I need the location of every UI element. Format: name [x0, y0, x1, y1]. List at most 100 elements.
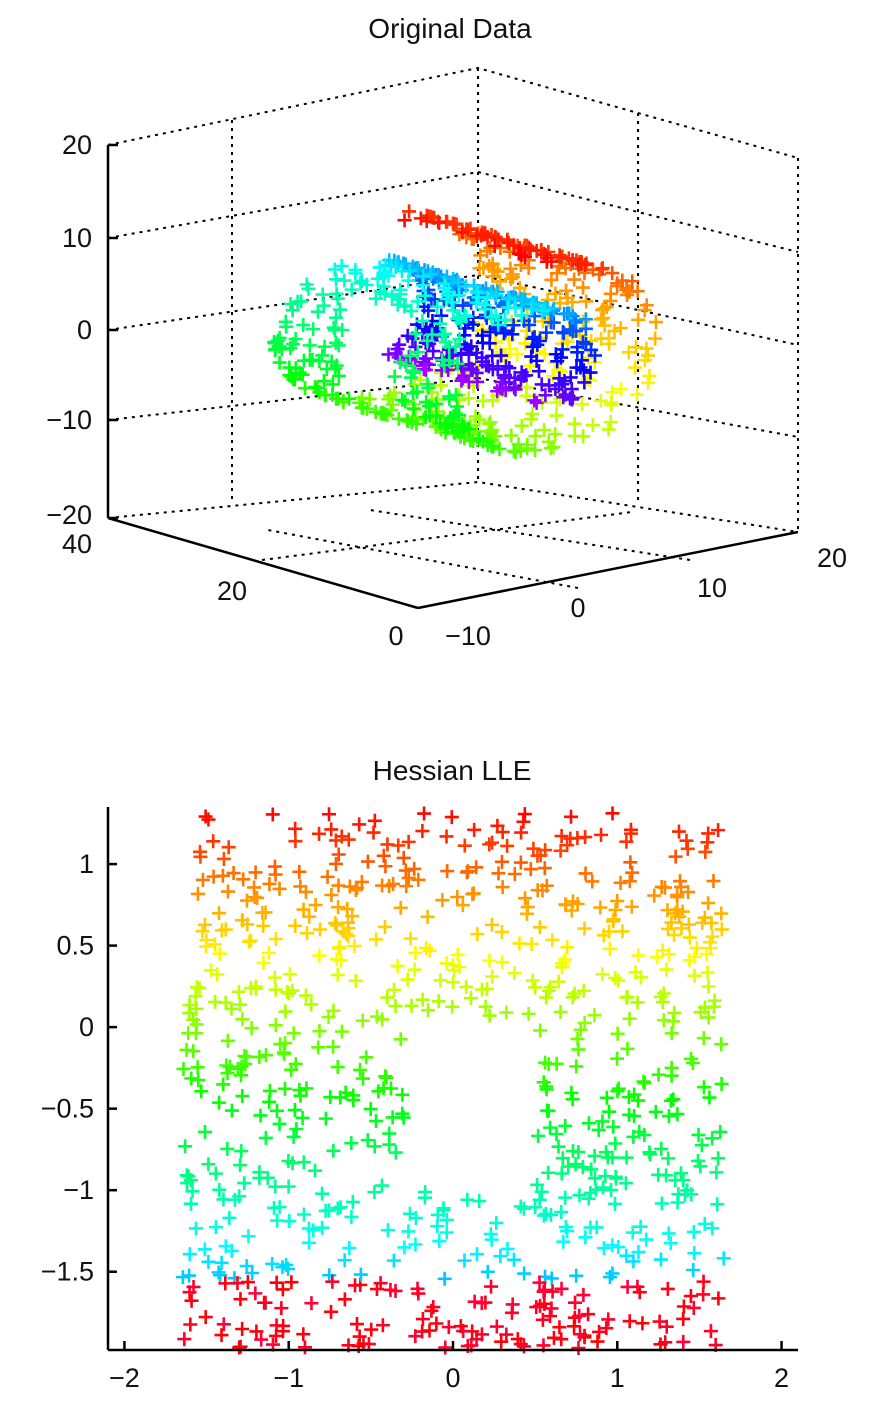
data-point [315, 1186, 330, 1201]
data-point [576, 280, 591, 295]
data-point [353, 1267, 368, 1282]
data-point [315, 348, 330, 363]
data-point [532, 333, 547, 348]
data-point [508, 382, 523, 397]
data-point [480, 230, 495, 245]
data-point [478, 302, 493, 317]
data-point [611, 1239, 626, 1254]
data-point [240, 917, 255, 932]
y-tick-label: 0 [388, 621, 403, 651]
data-point [318, 1203, 333, 1218]
data-point [422, 1323, 437, 1338]
data-point [577, 921, 592, 936]
data-point [398, 394, 413, 409]
data-point [514, 308, 529, 323]
data-point [434, 378, 449, 393]
data-point [197, 1242, 212, 1257]
data-point [438, 1340, 453, 1355]
data-point [347, 939, 362, 954]
data-point [388, 1145, 403, 1160]
x-tick-label: 0 [445, 1363, 460, 1393]
data-point [220, 1141, 235, 1156]
data-point [529, 1300, 544, 1315]
data-point [233, 997, 248, 1012]
data-point [333, 1200, 348, 1215]
data-point [421, 1003, 436, 1018]
data-point [485, 256, 500, 271]
data-point [278, 1004, 293, 1019]
data-point [608, 970, 623, 985]
data-point [348, 266, 363, 281]
data-point [659, 1319, 674, 1334]
data-point [433, 316, 448, 331]
data-point [528, 429, 543, 444]
data-point [493, 274, 508, 289]
data-point [384, 289, 399, 304]
data-point [258, 1130, 273, 1145]
data-point [410, 384, 425, 399]
data-point [533, 848, 548, 863]
data-point [587, 1148, 602, 1163]
data-point [460, 864, 475, 879]
data-point [283, 297, 298, 312]
data-point [430, 299, 445, 314]
data-point [377, 286, 392, 301]
data-point [539, 325, 554, 340]
data-point [560, 334, 575, 349]
data-point [335, 322, 350, 337]
y-tick-label: 1 [79, 849, 94, 879]
data-point [595, 967, 610, 982]
data-point [554, 364, 569, 379]
data-point [546, 1330, 561, 1345]
z-tick-label: 20 [62, 130, 92, 160]
data-point [341, 832, 356, 847]
data-point [514, 825, 529, 840]
data-point [423, 267, 438, 282]
data-point [386, 876, 401, 891]
data-point [198, 1310, 213, 1325]
data-point [668, 1173, 683, 1188]
data-point [554, 350, 569, 365]
data-point [484, 1279, 499, 1294]
data-point [583, 1185, 598, 1200]
data-point [661, 1226, 676, 1241]
data-point [549, 408, 564, 423]
data-point [500, 838, 515, 853]
data-point [296, 1155, 311, 1170]
data-point [560, 1224, 575, 1239]
data-point [474, 1296, 489, 1311]
data-point [697, 1216, 712, 1231]
data-point [494, 348, 509, 363]
data-point [647, 888, 662, 903]
data-point [654, 1141, 669, 1156]
data-point [607, 324, 622, 339]
data-point [376, 848, 391, 863]
data-point [489, 1319, 504, 1334]
data-point [415, 278, 430, 293]
data-point [285, 983, 300, 998]
data-point [619, 1150, 634, 1165]
data-point [639, 1232, 654, 1247]
data-point [624, 826, 639, 841]
data-point [689, 941, 704, 956]
data-point [277, 1081, 292, 1096]
data-point [393, 900, 408, 915]
data-point [519, 323, 534, 338]
data-point [650, 950, 665, 965]
data-point [345, 909, 360, 924]
data-point [470, 1247, 485, 1262]
data-point [576, 429, 591, 444]
data-point [409, 416, 424, 431]
data-point [210, 967, 225, 982]
data-point [667, 1005, 682, 1020]
data-point [578, 866, 593, 881]
data-point [467, 1294, 482, 1309]
data-point [360, 1133, 375, 1148]
data-point [541, 1165, 556, 1180]
data-point [574, 353, 589, 368]
data-point [185, 1184, 200, 1199]
data-point [686, 1224, 701, 1239]
data-point [670, 887, 685, 902]
data-point [212, 946, 227, 961]
data-point [410, 294, 425, 309]
